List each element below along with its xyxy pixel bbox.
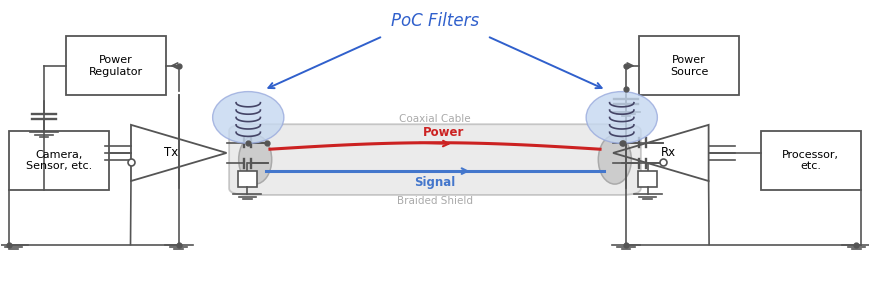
Bar — [237, 171, 256, 187]
Text: Power: Power — [422, 126, 464, 139]
Text: Rx: Rx — [660, 146, 675, 159]
Bar — [66, 36, 165, 95]
Ellipse shape — [598, 135, 631, 184]
Text: PoC Filters: PoC Filters — [390, 12, 479, 30]
Text: Processor,
etc.: Processor, etc. — [781, 149, 839, 171]
Bar — [639, 36, 738, 95]
FancyBboxPatch shape — [229, 124, 640, 195]
Text: Power
Source: Power Source — [669, 55, 707, 77]
Text: Coaxial Cable: Coaxial Cable — [399, 114, 470, 124]
Text: Signal: Signal — [414, 176, 455, 189]
Text: Power
Regulator: Power Regulator — [89, 55, 143, 77]
Ellipse shape — [586, 91, 657, 143]
Text: Camera,
Sensor, etc.: Camera, Sensor, etc. — [26, 149, 92, 171]
Bar — [638, 171, 657, 187]
Text: Braided Shield: Braided Shield — [396, 196, 473, 206]
Bar — [760, 131, 859, 190]
Ellipse shape — [212, 91, 283, 143]
Bar — [10, 131, 109, 190]
Text: Tx: Tx — [164, 146, 178, 159]
Ellipse shape — [238, 135, 271, 184]
